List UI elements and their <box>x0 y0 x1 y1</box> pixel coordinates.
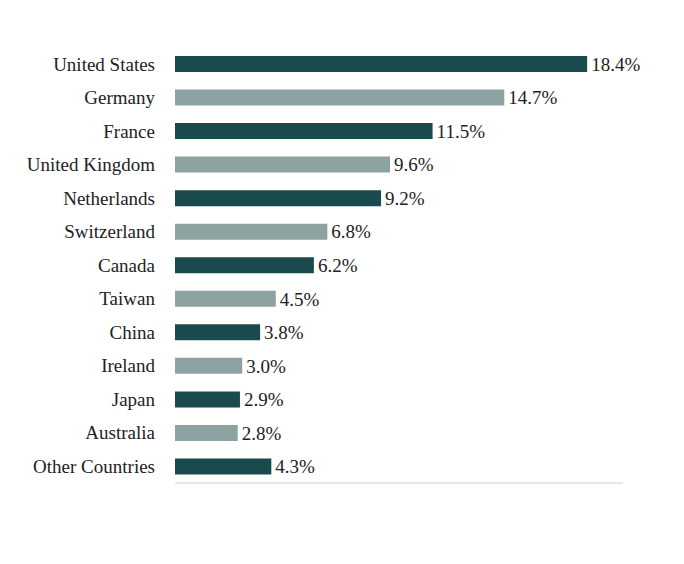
svg-text:Canada: Canada <box>98 255 156 276</box>
svg-text:Australia: Australia <box>85 422 155 443</box>
svg-text:3.0%: 3.0% <box>246 356 286 377</box>
svg-text:Germany: Germany <box>84 87 155 108</box>
svg-text:Other Countries: Other Countries <box>33 456 155 477</box>
svg-text:Ireland: Ireland <box>101 355 155 376</box>
svg-text:6.8%: 6.8% <box>331 221 371 242</box>
svg-text:2.9%: 2.9% <box>244 389 284 410</box>
svg-text:4.3%: 4.3% <box>275 456 315 477</box>
svg-text:United States: United States <box>53 54 155 75</box>
svg-text:China: China <box>110 322 156 343</box>
svg-text:18.4%: 18.4% <box>591 54 640 75</box>
svg-text:4.5%: 4.5% <box>280 289 320 310</box>
svg-text:Taiwan: Taiwan <box>99 288 155 309</box>
svg-text:France: France <box>103 121 155 142</box>
svg-text:United Kingdom: United Kingdom <box>27 154 155 175</box>
svg-text:6.2%: 6.2% <box>318 255 358 276</box>
svg-text:9.2%: 9.2% <box>385 188 425 209</box>
svg-text:2.8%: 2.8% <box>242 423 282 444</box>
svg-text:11.5%: 11.5% <box>437 121 486 142</box>
svg-text:Netherlands: Netherlands <box>63 188 155 209</box>
svg-text:14.7%: 14.7% <box>508 87 557 108</box>
svg-text:Switzerland: Switzerland <box>64 221 155 242</box>
svg-text:Japan: Japan <box>112 389 156 410</box>
svg-text:9.6%: 9.6% <box>394 154 434 175</box>
svg-text:3.8%: 3.8% <box>264 322 304 343</box>
